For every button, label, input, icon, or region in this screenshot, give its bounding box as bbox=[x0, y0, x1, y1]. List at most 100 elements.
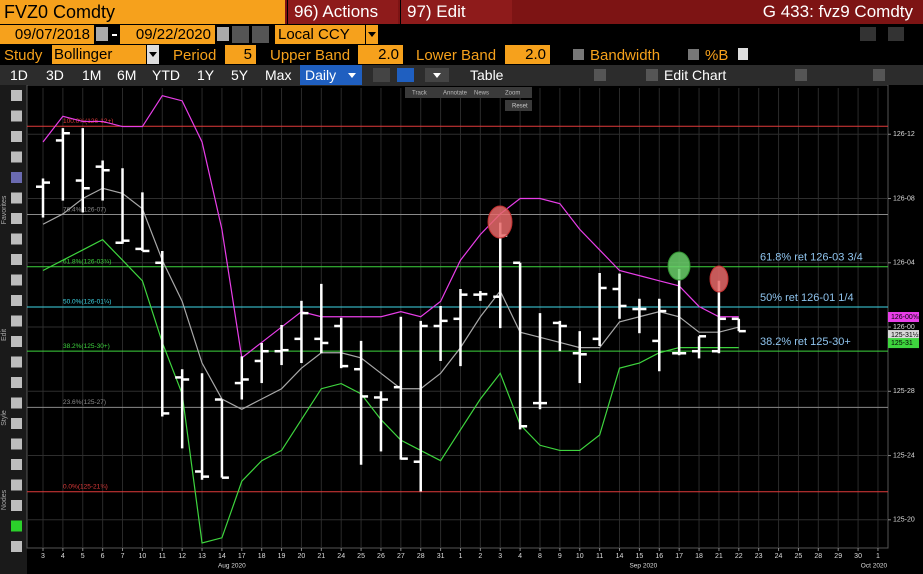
level-note: 61.8% ret 126-03 3/4 bbox=[760, 252, 863, 264]
range-button[interactable]: Max bbox=[265, 67, 292, 83]
range-button[interactable]: 1Y bbox=[197, 67, 215, 83]
tool-icon[interactable] bbox=[11, 459, 22, 470]
bar-icon[interactable] bbox=[397, 68, 414, 82]
price-tag bbox=[888, 330, 919, 341]
reset-label[interactable]: Reset bbox=[512, 104, 528, 110]
edit-menu[interactable]: 97) Edit bbox=[400, 0, 512, 24]
x-tick-label: 9 bbox=[558, 553, 562, 560]
x-tick-label: 10 bbox=[139, 553, 147, 560]
tool-icon[interactable] bbox=[11, 213, 22, 224]
table-button[interactable]: Table bbox=[470, 67, 504, 83]
tool-icon[interactable] bbox=[11, 151, 22, 163]
tool-icon[interactable] bbox=[11, 418, 22, 429]
ticker[interactable]: FVZ0 Comdty bbox=[0, 0, 285, 24]
mini-tool[interactable]: Zoom bbox=[505, 91, 520, 97]
line-icon[interactable] bbox=[373, 68, 390, 82]
tool-icon[interactable] bbox=[11, 336, 22, 347]
dropdown[interactable] bbox=[366, 25, 378, 44]
range-button[interactable]: 1M bbox=[82, 67, 102, 83]
start-date[interactable]: 09/07/2018 bbox=[0, 25, 94, 44]
sidebar-label: Favorites bbox=[1, 195, 8, 224]
redo-button[interactable] bbox=[888, 27, 904, 41]
security-title: G 433: fvz9 Comdty bbox=[762, 2, 913, 21]
x-tick-label: 20 bbox=[298, 553, 306, 560]
tool-icon[interactable] bbox=[11, 110, 22, 122]
tool-icon[interactable] bbox=[11, 479, 22, 491]
x-tick-label: 25 bbox=[795, 553, 803, 560]
frequency-label[interactable]: Daily bbox=[305, 67, 337, 83]
tool-icon[interactable] bbox=[11, 295, 22, 306]
tool-icon[interactable] bbox=[11, 192, 22, 204]
y-tick-label: 125-28 bbox=[893, 388, 915, 395]
x-tick-label: 14 bbox=[616, 553, 624, 560]
range-button[interactable]: 5Y bbox=[231, 67, 249, 83]
lower-band[interactable]: 2.0 bbox=[505, 45, 550, 64]
x-tick-label: 6 bbox=[101, 553, 105, 560]
tool-icon[interactable] bbox=[11, 131, 22, 142]
sidebar-label: Nodes bbox=[1, 489, 8, 510]
reset-button[interactable] bbox=[505, 100, 532, 111]
actions-menu[interactable]: 96) Actions bbox=[287, 0, 398, 24]
mini-tool[interactable]: News bbox=[474, 91, 489, 97]
tool-icon[interactable] bbox=[11, 397, 22, 409]
x-tick-label: 11 bbox=[596, 553, 603, 560]
tool-icon[interactable] bbox=[11, 315, 22, 327]
tool-icon[interactable] bbox=[11, 541, 22, 552]
tool-icon[interactable] bbox=[11, 254, 22, 265]
tool-icon[interactable] bbox=[11, 438, 22, 450]
dropdown[interactable] bbox=[425, 68, 449, 82]
annotate-icon[interactable] bbox=[795, 69, 807, 81]
range-button[interactable]: 1D bbox=[10, 67, 28, 83]
level-label: 50.0%(126-01¼) bbox=[63, 299, 111, 306]
study[interactable]: Bollinger bbox=[52, 45, 146, 64]
x-tick-label: 4 bbox=[61, 553, 65, 560]
band-line bbox=[42, 238, 739, 544]
calendar-icon[interactable] bbox=[217, 27, 229, 41]
calendar-icon[interactable] bbox=[96, 27, 108, 41]
range-button[interactable]: 3D bbox=[46, 67, 64, 83]
x-tick-label: 31 bbox=[437, 553, 445, 560]
level-label: 61.8%(126-03¾) bbox=[63, 259, 111, 266]
tool-icon[interactable] bbox=[11, 356, 22, 368]
undo-button[interactable] bbox=[860, 27, 876, 41]
tool-icon[interactable] bbox=[11, 172, 22, 183]
band-line bbox=[42, 187, 739, 410]
prev-button[interactable] bbox=[232, 26, 249, 43]
end-date[interactable]: 09/22/2020 bbox=[120, 25, 215, 44]
pencil-icon[interactable] bbox=[738, 48, 748, 60]
checkbox[interactable] bbox=[688, 49, 699, 60]
period[interactable]: 5 bbox=[225, 45, 256, 64]
mini-tool[interactable]: Track bbox=[412, 91, 428, 97]
x-tick-label: 15 bbox=[636, 553, 644, 560]
edit-chart-icon[interactable] bbox=[646, 69, 658, 81]
collapse-icon[interactable] bbox=[594, 69, 606, 81]
tool-icon[interactable] bbox=[11, 500, 22, 511]
currency[interactable]: Local CCY bbox=[275, 25, 365, 44]
settings-icon[interactable] bbox=[873, 69, 885, 81]
frequency[interactable]: Daily bbox=[300, 65, 362, 85]
x-tick-label: 8 bbox=[538, 553, 542, 560]
range-button[interactable]: YTD bbox=[152, 67, 180, 83]
x-tick-label: 17 bbox=[238, 553, 246, 560]
period-label: Period bbox=[173, 47, 217, 64]
x-tick-label: 28 bbox=[417, 553, 425, 560]
y-tick-label: 126-00 bbox=[893, 324, 915, 331]
y-tick-label: 125-24 bbox=[893, 452, 915, 459]
tool-icon[interactable] bbox=[11, 274, 22, 286]
x-tick-label: 18 bbox=[258, 553, 266, 560]
tool-icon[interactable] bbox=[11, 377, 22, 388]
tool-icon[interactable] bbox=[11, 233, 22, 245]
tool-icon[interactable] bbox=[11, 520, 22, 532]
dropdown[interactable] bbox=[147, 45, 159, 64]
next-button[interactable] bbox=[252, 26, 269, 43]
range-button[interactable]: 6M bbox=[117, 67, 137, 83]
tool-icon[interactable] bbox=[11, 90, 22, 101]
edit-chart[interactable]: Edit Chart bbox=[664, 67, 727, 83]
bandwidth-label: Bandwidth bbox=[590, 47, 661, 64]
mini-tool[interactable]: Annotate bbox=[443, 91, 468, 97]
upper-band[interactable]: 2.0 bbox=[358, 45, 403, 64]
x-tick-label: 5 bbox=[81, 553, 85, 560]
month-label: Aug 2020 bbox=[218, 563, 246, 570]
checkbox[interactable] bbox=[573, 49, 584, 60]
